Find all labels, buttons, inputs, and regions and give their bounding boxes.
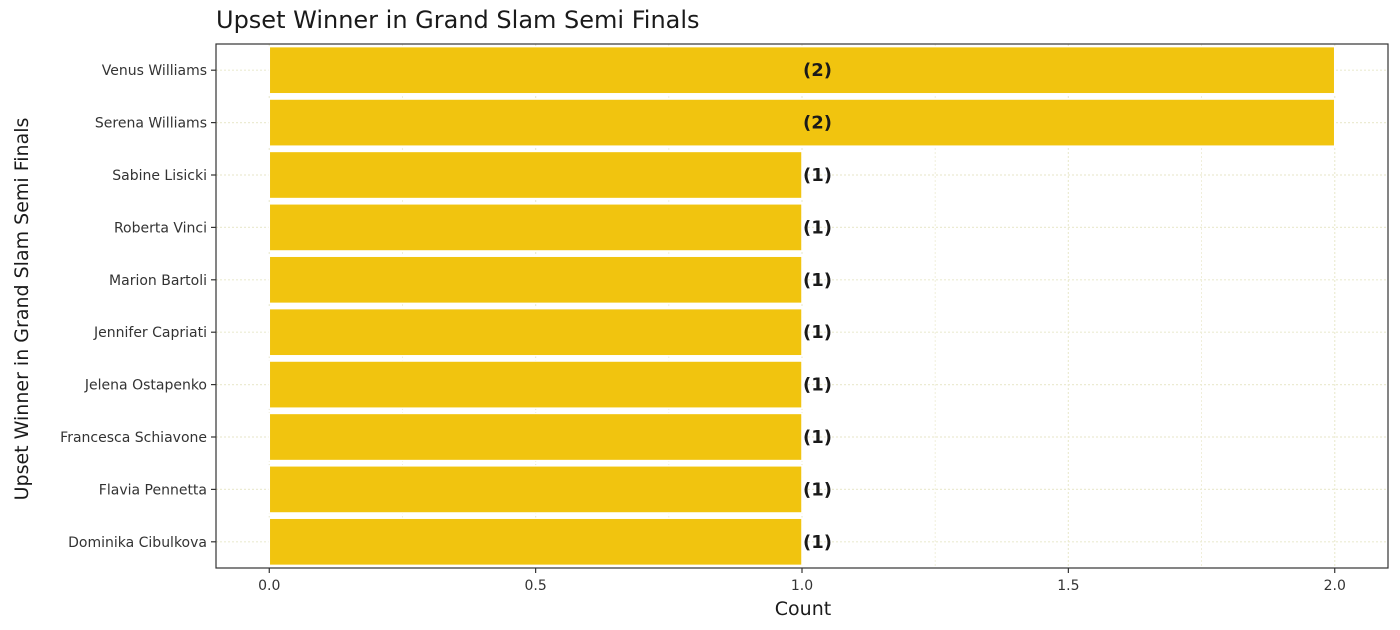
bar-3 — [268, 203, 803, 252]
bar-value-label: (2) — [803, 60, 832, 81]
bar-value-label: (1) — [803, 165, 832, 186]
y-tick-label: Flavia Pennetta — [99, 482, 207, 498]
y-tick-label: Sabine Lisicki — [112, 168, 207, 184]
y-tick-label: Jelena Ostapenko — [84, 378, 207, 394]
y-tick-label: Marion Bartoli — [109, 273, 207, 289]
bar-1 — [268, 98, 1336, 147]
bar-value-label: (2) — [803, 113, 832, 134]
bar-0 — [268, 45, 1336, 95]
bar-value-label: (1) — [803, 322, 832, 343]
bar-6 — [268, 360, 803, 409]
y-tick-label: Venus Williams — [102, 63, 207, 79]
y-tick-label: Roberta Vinci — [114, 220, 207, 236]
y-tick-label: Serena Williams — [95, 116, 207, 132]
x-tick-label: 0.0 — [258, 578, 280, 594]
x-tick-label: 1.5 — [1057, 578, 1079, 594]
x-axis-title: Count — [774, 598, 832, 620]
y-tick-label: Dominika Cibulkova — [68, 535, 207, 551]
bar-9 — [268, 517, 803, 567]
bar-value-label: (1) — [803, 375, 832, 396]
bar-2 — [268, 150, 803, 200]
bar-value-label: (1) — [803, 427, 832, 448]
x-tick-label: 0.5 — [525, 578, 547, 594]
y-tick-label: Francesca Schiavone — [60, 430, 207, 446]
x-tick-label: 2.0 — [1324, 578, 1346, 594]
y-tick-label: Jennifer Capriati — [93, 325, 207, 341]
bar-7 — [268, 412, 803, 462]
bar-5 — [268, 307, 803, 357]
bar-8 — [268, 465, 803, 514]
x-tick-label: 1.0 — [791, 578, 813, 594]
bar-4 — [268, 255, 803, 305]
bar-value-label: (1) — [803, 217, 832, 238]
bar-value-label: (1) — [803, 479, 832, 500]
bar-value-label: (1) — [803, 532, 832, 553]
bar-value-label: (1) — [803, 270, 832, 291]
chart-title: Upset Winner in Grand Slam Semi Finals — [216, 6, 700, 34]
